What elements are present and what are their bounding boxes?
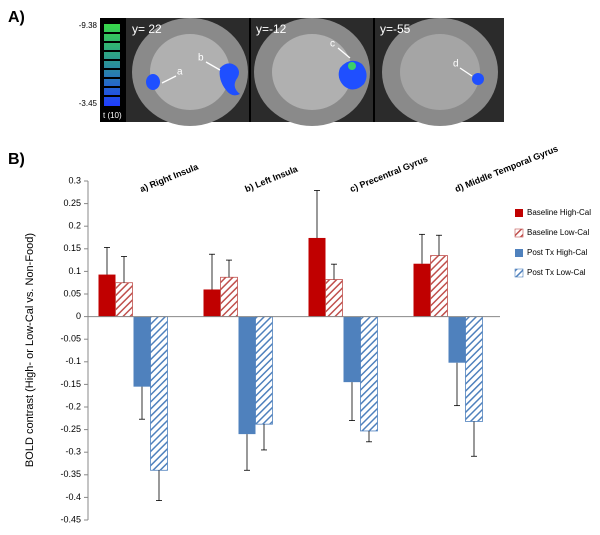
category-label: c) Precentral Gyrus bbox=[348, 154, 429, 194]
bar bbox=[343, 316, 361, 383]
y-tick-label: -0.2 bbox=[65, 401, 81, 411]
colorbar-gradient bbox=[104, 24, 120, 106]
slice-brain bbox=[272, 34, 352, 110]
category-label: b) Left Insula bbox=[243, 163, 300, 194]
bar bbox=[448, 316, 466, 363]
y-axis-title: BOLD contrast (High- or Low-Cal vs. Non-… bbox=[24, 233, 36, 467]
brain-slices bbox=[126, 18, 504, 126]
colorbar-title: t (10) bbox=[103, 111, 122, 120]
bar bbox=[133, 316, 151, 387]
bar bbox=[430, 255, 448, 318]
legend-swatch bbox=[514, 268, 524, 278]
bar bbox=[203, 289, 221, 317]
y-tick-label: 0.05 bbox=[63, 288, 81, 298]
bar bbox=[115, 282, 133, 318]
slice-label: y=-55 bbox=[380, 22, 411, 36]
slice-brain bbox=[400, 34, 480, 110]
region-label: a bbox=[177, 67, 183, 78]
bar bbox=[360, 316, 378, 432]
activation bbox=[219, 63, 240, 96]
legend-swatch bbox=[514, 228, 524, 238]
y-tick-label: 0.25 bbox=[63, 198, 81, 208]
panel-label: A) bbox=[8, 9, 25, 26]
y-tick-label: -0.4 bbox=[65, 492, 81, 502]
bar bbox=[238, 316, 256, 435]
bar bbox=[220, 276, 238, 318]
slice-brain bbox=[150, 34, 230, 110]
legend-swatch bbox=[515, 209, 523, 217]
legend-label: Post Tx Low-Cal bbox=[527, 268, 586, 277]
legend-swatch bbox=[515, 249, 523, 257]
y-tick-label: 0.3 bbox=[68, 175, 81, 185]
y-tick-label: 0.15 bbox=[63, 243, 81, 253]
colorbar-max: -9.38 bbox=[79, 21, 98, 30]
region-label: d bbox=[453, 59, 459, 70]
bar bbox=[98, 274, 116, 317]
y-tick-label: -0.25 bbox=[60, 424, 81, 434]
y-tick-label: -0.3 bbox=[65, 447, 81, 457]
bar bbox=[413, 263, 431, 317]
activation bbox=[348, 62, 356, 70]
y-tick-label: -0.35 bbox=[60, 469, 81, 479]
arrows bbox=[161, 47, 473, 84]
region-label: b bbox=[198, 53, 204, 64]
y-tick-label: -0.15 bbox=[60, 379, 81, 389]
bar bbox=[255, 316, 273, 425]
colorbar bbox=[104, 24, 120, 106]
legend-label: Post Tx High-Cal bbox=[527, 248, 588, 257]
activation bbox=[472, 73, 484, 85]
y-tick-label: 0.1 bbox=[68, 266, 81, 276]
category-label: a) Right Insula bbox=[138, 161, 200, 194]
activation bbox=[146, 74, 160, 90]
legend-label: Baseline Low-Cal bbox=[527, 228, 589, 237]
slice-label: y=-12 bbox=[256, 22, 287, 36]
legend-label: Baseline High-Cal bbox=[527, 208, 591, 217]
category-label: d) Middle Temporal Gyrus bbox=[453, 143, 559, 194]
y-tick-label: -0.1 bbox=[65, 356, 81, 366]
bar bbox=[325, 279, 343, 318]
activation bbox=[338, 60, 367, 90]
region-label: c bbox=[330, 39, 335, 50]
colorbar-min: -3.45 bbox=[79, 99, 98, 108]
colorbar-segments bbox=[104, 32, 120, 97]
y-tick-label: 0.2 bbox=[68, 221, 81, 231]
bar bbox=[150, 316, 168, 471]
bar bbox=[465, 316, 483, 422]
bar bbox=[308, 237, 326, 317]
panel-label: B) bbox=[8, 151, 25, 168]
slice-label: y= 22 bbox=[132, 22, 162, 36]
y-tick-label: 0 bbox=[76, 311, 81, 321]
y-tick-label: -0.05 bbox=[60, 334, 81, 344]
y-tick-label: -0.45 bbox=[60, 514, 81, 524]
